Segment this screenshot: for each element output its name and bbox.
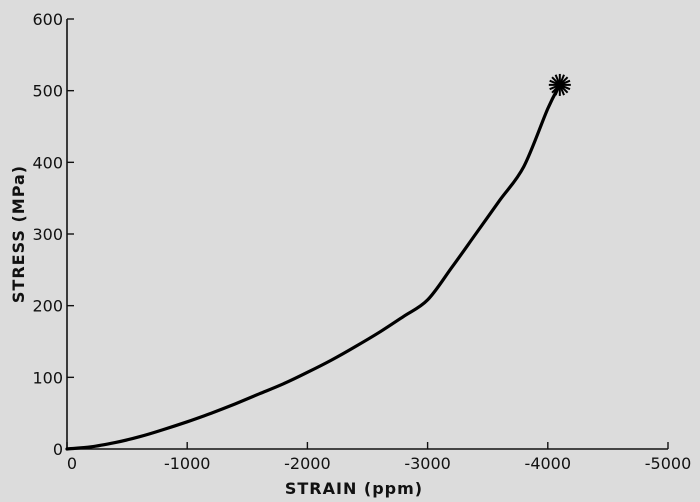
x-tick-label: -3000 xyxy=(404,454,451,473)
y-tick-label: 400 xyxy=(32,153,63,172)
failure-marker-stroke xyxy=(549,79,571,91)
y-tick-label: 600 xyxy=(32,10,63,29)
x-tick-label: -5000 xyxy=(645,454,692,473)
x-tick-label: -4000 xyxy=(525,454,572,473)
x-tick-label: 0 xyxy=(67,454,77,473)
x-tick-label: -2000 xyxy=(284,454,331,473)
y-tick-label: 300 xyxy=(32,225,63,244)
y-tick-label: 100 xyxy=(32,368,63,387)
stress-strain-curve xyxy=(65,83,562,451)
x-tick-label: -1000 xyxy=(164,454,211,473)
y-axis-ticks: 0 100 200 300 400 500 600 xyxy=(32,10,74,459)
y-tick-label: 500 xyxy=(32,82,63,101)
x-axis-ticks: 0 -1000 -2000 -3000 -4000 -5000 xyxy=(66,442,692,473)
y-axis-title: STRESS (MPa) xyxy=(9,165,28,303)
x-axis-title: STRAIN (ppm) xyxy=(285,479,423,498)
y-tick-label: 0 xyxy=(53,440,63,459)
y-tick-label: 200 xyxy=(32,297,63,316)
failure-point-marker xyxy=(548,73,571,96)
